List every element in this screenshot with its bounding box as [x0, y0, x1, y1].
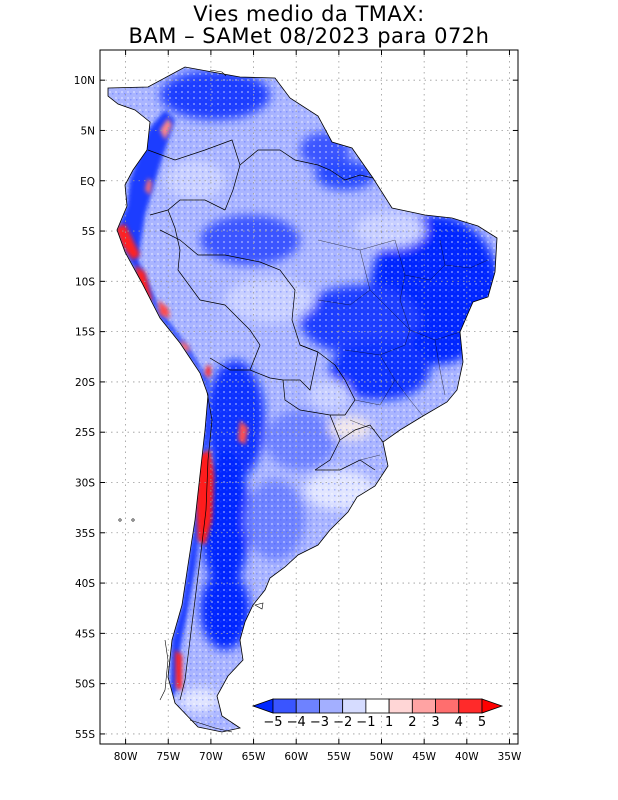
lon-tick-label: 35W	[498, 751, 522, 763]
map-frame	[99, 49, 519, 745]
colorbar-box	[411, 698, 436, 714]
lat-tick-label: 55S	[75, 729, 95, 741]
colorbar-label: −3	[310, 715, 329, 730]
colorbar-arrow-right	[481, 698, 504, 714]
lon-tick-label: 70W	[199, 751, 223, 763]
colorbar: −5 −4 −3 −2 −1 1 2 3 4 5	[251, 698, 504, 730]
lon-tick-label: 55W	[327, 751, 351, 763]
lon-tick-label: 60W	[284, 751, 308, 763]
colorbar-box	[319, 698, 344, 714]
islands	[118, 69, 264, 733]
latitude-axis: 10N 5N EQ 5S 10S 15S 20S 25S 30S 35S 40S 45S 50S 55S	[74, 75, 518, 741]
map-title-line2: BAM – SAMet 08/2023 para 072h	[128, 24, 490, 48]
colorbar-label: 2	[408, 715, 416, 730]
lat-tick-label: 5S	[82, 226, 96, 238]
colorbar-label: −1	[356, 715, 375, 730]
colorbar-label: −5	[263, 715, 282, 730]
lat-tick-label: 35S	[75, 528, 95, 540]
country-borders	[147, 139, 384, 701]
longitude-axis: 80W 75W 70W 65W 60W 55W 50W 45W 40W 35W	[114, 50, 522, 763]
colorbar-box	[388, 698, 413, 714]
colorbar-box	[295, 698, 320, 714]
colorbar-label: 1	[385, 715, 393, 730]
colorbar-arrow-left	[251, 698, 274, 714]
graticule	[100, 50, 518, 744]
colorbar-box	[342, 698, 367, 714]
colorbar-label: 5	[478, 715, 486, 730]
lat-tick-label: 15S	[75, 327, 95, 339]
lat-tick-label: 10S	[75, 276, 95, 288]
colorbar-label: 3	[431, 715, 439, 730]
colorbar-label: −2	[333, 715, 352, 730]
lat-tick-label: 40S	[75, 578, 95, 590]
bias-field	[108, 67, 497, 732]
lat-tick-label: 5N	[80, 125, 95, 137]
lat-tick-label: 25S	[75, 427, 95, 439]
lat-tick-label: 45S	[75, 628, 95, 640]
lat-tick-label: 10N	[74, 75, 95, 87]
lon-tick-label: 45W	[412, 751, 436, 763]
lon-tick-label: 80W	[114, 751, 138, 763]
lat-tick-label: 30S	[75, 477, 95, 489]
lon-tick-label: 40W	[455, 751, 479, 763]
lat-tick-label: 50S	[75, 679, 95, 691]
colorbar-label: 4	[455, 715, 463, 730]
colorbar-box	[458, 698, 483, 714]
coastline	[107, 66, 498, 733]
colorbar-label: −4	[287, 715, 306, 730]
lon-tick-label: 75W	[156, 751, 180, 763]
lon-tick-label: 65W	[242, 751, 266, 763]
colorbar-box	[435, 698, 460, 714]
lat-tick-label: EQ	[80, 176, 95, 188]
colorbar-box	[365, 698, 390, 714]
state-borders	[317, 239, 489, 461]
lon-tick-label: 50W	[370, 751, 394, 763]
lat-tick-label: 20S	[75, 377, 95, 389]
colorbar-box	[272, 698, 297, 714]
map-title-line1: Vies medio da TMAX:	[193, 2, 425, 26]
